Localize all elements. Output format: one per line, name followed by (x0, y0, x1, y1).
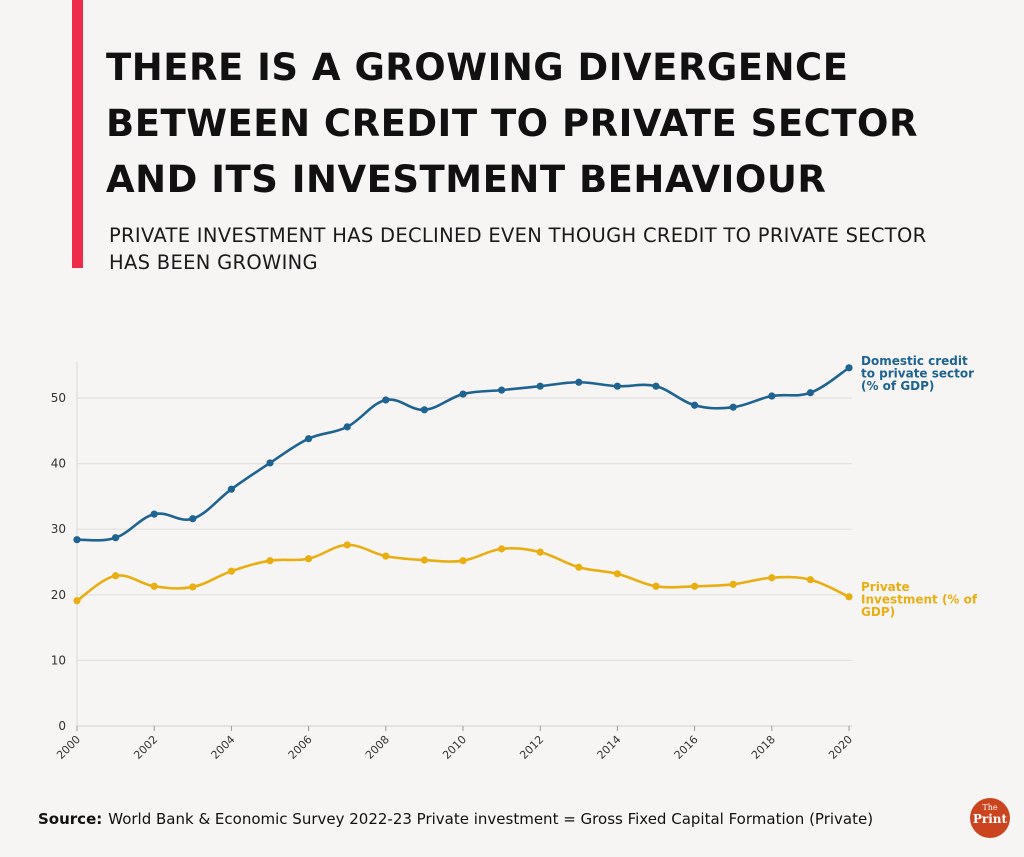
y-tick-label: 30 (51, 522, 66, 536)
x-tick-label: 2002 (131, 733, 160, 762)
y-tick-label: 0 (58, 719, 66, 733)
data-point (729, 403, 737, 411)
series-line-1 (76, 543, 850, 602)
x-tick-label: 2014 (595, 733, 624, 762)
data-point (536, 382, 544, 390)
series-label-line: to private sector (861, 366, 974, 380)
data-point (73, 536, 81, 544)
data-point (459, 557, 467, 565)
data-point (729, 580, 737, 588)
data-point (189, 515, 197, 523)
y-tick-label: 10 (51, 653, 66, 667)
data-point (73, 597, 81, 605)
x-tick-label: 2018 (749, 733, 778, 762)
x-tick-label: 2004 (209, 733, 238, 762)
data-point (266, 557, 274, 565)
accent-bar (72, 0, 83, 268)
data-point (845, 364, 853, 372)
data-point (806, 389, 815, 397)
data-point (613, 382, 622, 390)
series-label-1: Private Investment (% of GDP) (861, 580, 978, 619)
data-point (652, 382, 660, 390)
data-point (575, 378, 583, 386)
data-point (150, 582, 158, 590)
data-point (343, 423, 351, 431)
data-point (536, 548, 544, 556)
data-point (266, 459, 274, 467)
series-label-line: GDP) (861, 605, 895, 619)
series-label-0: Domestic credit to private sector (% of GD… (861, 354, 974, 393)
y-tick-label: 40 (51, 457, 66, 471)
source-label: Source: (38, 810, 103, 828)
data-point (382, 396, 390, 404)
x-tick-label: 2016 (672, 733, 701, 762)
x-tick-label: 2012 (517, 733, 546, 762)
data-point (498, 545, 506, 553)
x-tick-label: 2010 (440, 733, 469, 762)
data-point (845, 593, 853, 601)
series-label-line: (% of GDP) (861, 379, 934, 393)
data-point (768, 574, 776, 582)
data-point (498, 386, 506, 394)
page-title: THERE IS A GROWING DIVERGENCE BETWEEN CR… (106, 46, 918, 201)
data-point (305, 435, 313, 443)
data-point (613, 570, 622, 578)
data-point (227, 485, 235, 493)
x-tick-label: 2006 (286, 733, 315, 762)
logo-line1: The (982, 803, 998, 812)
data-point (305, 555, 313, 563)
source-text: World Bank & Economic Survey 2022-23 Pri… (108, 810, 874, 828)
data-point (112, 572, 120, 580)
data-point (382, 552, 390, 560)
x-tick-label: 2020 (826, 733, 855, 762)
subtitle: PRIVATE INVESTMENT HAS DECLINED EVEN THO… (109, 224, 927, 274)
data-point (652, 582, 660, 590)
data-point (691, 582, 699, 590)
data-point (112, 534, 120, 542)
data-point (459, 390, 467, 398)
x-tick-label: 2008 (363, 733, 392, 762)
y-tick-label: 20 (51, 588, 66, 602)
series-label-line: Domestic credit (861, 354, 968, 368)
line-chart: 0 10 20 30 40 50 2000 2002 2004 2006 2008 2010 2012 2… (51, 354, 978, 762)
theprint-logo: The Print (970, 798, 1010, 838)
data-point (420, 406, 428, 414)
data-point (343, 541, 351, 549)
data-point (420, 556, 428, 564)
data-point (806, 576, 815, 584)
data-point (227, 567, 235, 575)
data-point (691, 401, 699, 409)
data-point (189, 583, 197, 591)
source-note: Source: World Bank & Economic Survey 2022… (38, 810, 873, 828)
y-tick-label: 50 (51, 391, 66, 405)
series-label-line: Private (861, 580, 910, 594)
data-point (768, 392, 776, 400)
data-point (575, 563, 583, 571)
data-point (150, 510, 158, 518)
x-tick-label: 2000 (54, 733, 83, 762)
series-label-line: Investment (% of (861, 592, 978, 606)
logo-line2: Print (972, 812, 1008, 826)
